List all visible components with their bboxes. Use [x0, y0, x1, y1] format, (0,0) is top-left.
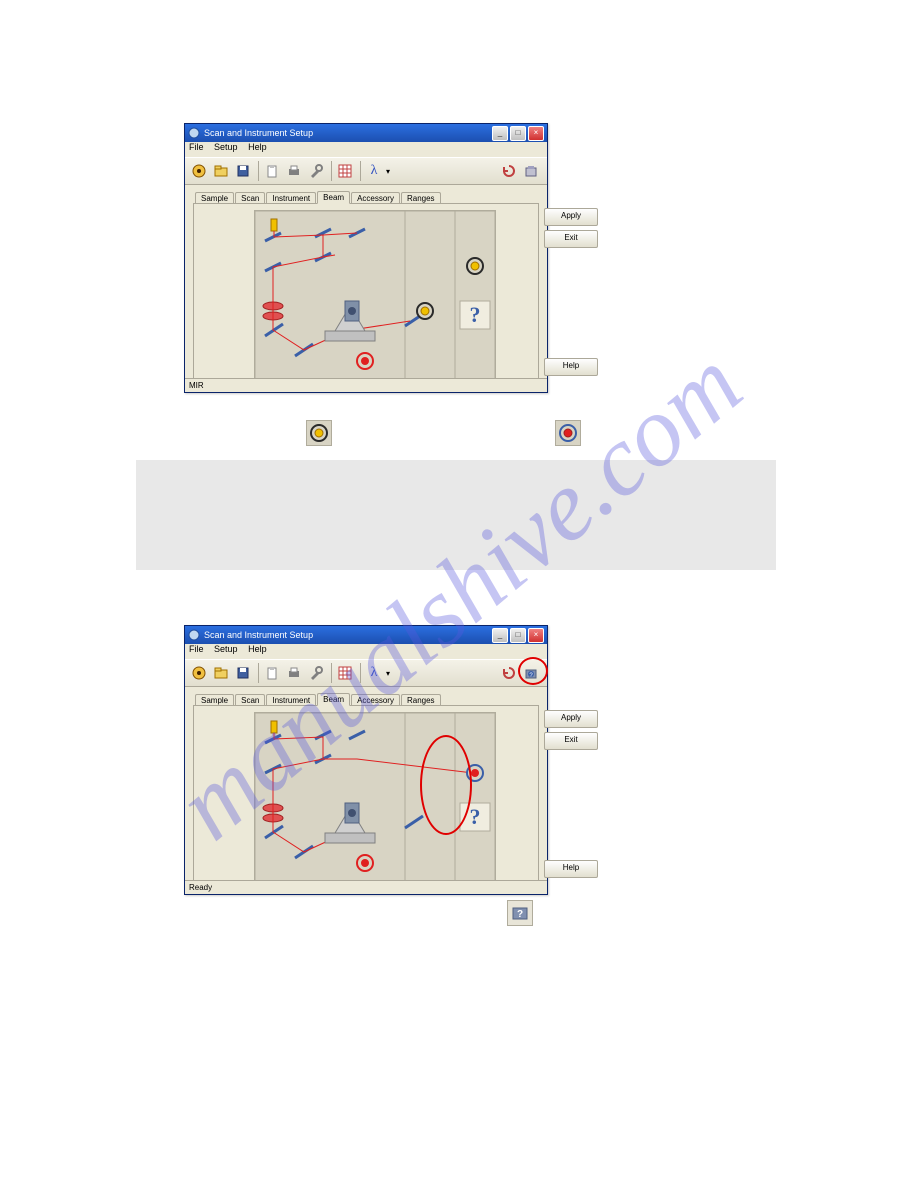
svg-text:?: ? [470, 804, 481, 829]
maximize-button[interactable]: □ [510, 628, 526, 643]
exit-button[interactable]: Exit [544, 732, 598, 750]
save-icon[interactable] [233, 161, 253, 181]
menubar: File Setup Help [185, 644, 547, 659]
print-icon[interactable] [284, 161, 304, 181]
window-title: Scan and Instrument Setup [204, 128, 313, 138]
save-icon[interactable] [233, 663, 253, 683]
external-icon[interactable] [521, 161, 541, 181]
toolbar: λ ▾ ? [185, 659, 547, 687]
menu-setup[interactable]: Setup [214, 142, 238, 152]
maximize-button[interactable]: □ [510, 126, 526, 141]
internal-detector-icon [306, 420, 332, 446]
help-button[interactable]: Help [544, 860, 598, 878]
tools-icon[interactable] [306, 663, 326, 683]
setup-window-1: Scan and Instrument Setup _ □ × File Set… [184, 123, 548, 393]
menu-file[interactable]: File [189, 644, 204, 654]
clipboard-icon[interactable] [262, 161, 282, 181]
status-bar: MIR [185, 378, 547, 392]
window-title: Scan and Instrument Setup [204, 630, 313, 640]
open-icon[interactable] [211, 161, 231, 181]
help-button[interactable]: Help [544, 358, 598, 376]
menu-help[interactable]: Help [248, 142, 267, 152]
highlight-toolbar-external [518, 657, 548, 685]
reset-icon[interactable] [499, 161, 519, 181]
tools-icon[interactable] [306, 161, 326, 181]
clipboard-icon[interactable] [262, 663, 282, 683]
app-icon [188, 127, 200, 139]
reset-icon[interactable] [499, 663, 519, 683]
sample-accessory-qmark-icon: ? [507, 900, 533, 926]
open-icon[interactable] [211, 663, 231, 683]
print-icon[interactable] [284, 663, 304, 683]
close-button[interactable]: × [528, 126, 544, 141]
tab-beam[interactable]: Beam [317, 191, 350, 204]
close-button[interactable]: × [528, 628, 544, 643]
menu-help[interactable]: Help [248, 644, 267, 654]
titlebar: Scan and Instrument Setup _ □ × [185, 626, 547, 644]
menu-file[interactable]: File [189, 142, 204, 152]
beam-diagram: ? [254, 210, 496, 380]
lambda-icon[interactable]: λ [364, 161, 384, 181]
tab-beam[interactable]: Beam [317, 693, 350, 706]
app-icon [188, 629, 200, 641]
grid-icon[interactable] [335, 161, 355, 181]
minimize-button[interactable]: _ [492, 628, 508, 643]
tab-bar: Sample Scan Instrument Beam Accessory Ra… [189, 689, 543, 705]
home-icon[interactable] [189, 663, 209, 683]
titlebar: Scan and Instrument Setup _ □ × [185, 124, 547, 142]
setup-window-2: Scan and Instrument Setup _ □ × File Set… [184, 625, 548, 895]
svg-text:?: ? [517, 909, 523, 920]
tab-bar: Sample Scan Instrument Beam Accessory Ra… [189, 187, 543, 203]
menu-setup[interactable]: Setup [214, 644, 238, 654]
note-box [136, 460, 776, 570]
svg-text:?: ? [470, 302, 481, 327]
menubar: File Setup Help [185, 142, 547, 157]
optical-diagram-svg: ? [255, 211, 495, 379]
apply-button[interactable]: Apply [544, 208, 598, 226]
toolbar: λ ▾ [185, 157, 547, 185]
external-detector-icon [555, 420, 581, 446]
beam-panel: ? Apply Exit Help [193, 203, 539, 385]
apply-button[interactable]: Apply [544, 710, 598, 728]
exit-button[interactable]: Exit [544, 230, 598, 248]
highlight-external-detector-region [420, 735, 472, 835]
grid-icon[interactable] [335, 663, 355, 683]
minimize-button[interactable]: _ [492, 126, 508, 141]
home-icon[interactable] [189, 161, 209, 181]
beam-panel: ? Apply Exit Help [193, 705, 539, 887]
lambda-icon[interactable]: λ [364, 663, 384, 683]
status-bar: Ready [185, 880, 547, 894]
